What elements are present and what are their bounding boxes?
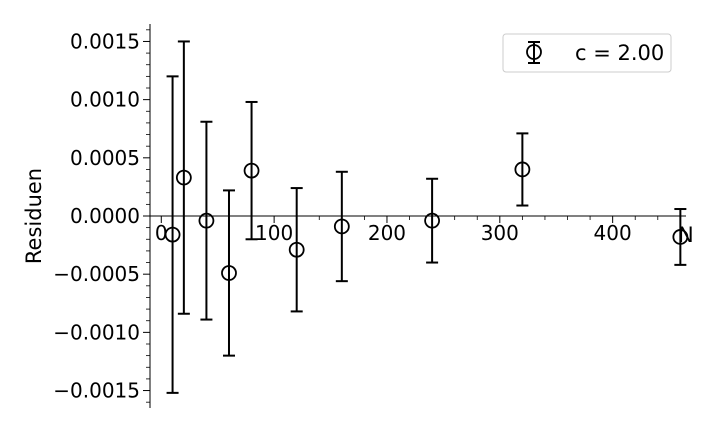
y-tick-label: −0.0005: [53, 262, 140, 286]
data-point: [164, 226, 181, 243]
data-point: [175, 169, 192, 186]
y-tick-label: −0.0010: [53, 320, 140, 344]
x-tick-label: 100: [255, 221, 293, 245]
x-tick-label: 400: [594, 221, 632, 245]
legend-frame: [502, 33, 672, 73]
data-point: [198, 212, 215, 229]
y-axis-label: Residuen: [22, 168, 46, 264]
y-tick-label: −0.0015: [53, 379, 140, 403]
axes: −0.0015 −0.0010 −0.0005 0.0000 0.0005 0.0010 0…: [22, 24, 694, 408]
legend-label: c = 2.00: [575, 41, 664, 65]
x-tick-label: 0: [155, 221, 168, 245]
data-point: [288, 241, 305, 258]
data-point: [333, 218, 350, 235]
data-point: [221, 265, 237, 281]
y-tick-label: 0.0015: [70, 29, 140, 53]
y-tick-label: 0.0000: [70, 204, 140, 228]
data-point: [243, 162, 260, 179]
x-axis-label: N: [678, 223, 694, 247]
y-tick-label: 0.0005: [70, 146, 140, 170]
legend-marker: [526, 44, 542, 60]
data-point: [424, 212, 441, 229]
x-tick-label: 300: [481, 221, 519, 245]
data-point: [514, 161, 531, 178]
legend: c = 2.00: [502, 33, 672, 73]
y-tick-label: 0.0010: [70, 88, 140, 112]
data-point: [672, 229, 689, 245]
x-tick-label: 200: [368, 221, 406, 245]
data-marks: [164, 40, 689, 394]
